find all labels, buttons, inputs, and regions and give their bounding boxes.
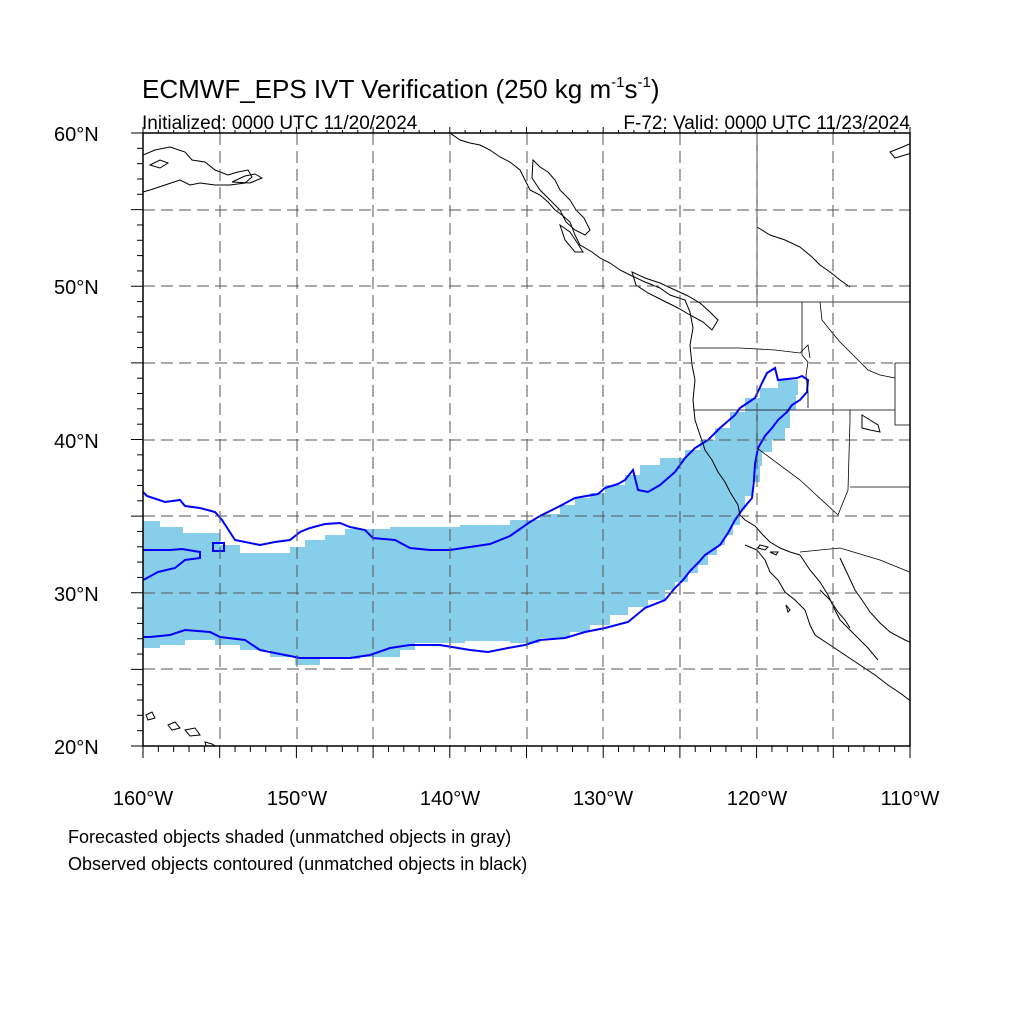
lat-label-60n: 60°N [54, 124, 99, 146]
initialized-time: Initialized: 0000 UTC 11/20/2024 [142, 113, 418, 134]
axis-ticks [131, 127, 911, 758]
latitude-labels: 60°N 50°N 40°N 30°N 20°N [54, 124, 99, 759]
forecast-note: Forecasted objects shaded (unmatched obj… [68, 827, 511, 847]
valid-time: F-72: Valid: 0000 UTC 11/23/2024 [623, 113, 910, 134]
observed-contour-islet [212, 542, 225, 552]
lat-label-30n: 30°N [54, 584, 99, 606]
forecast-ivt-object [143, 380, 798, 665]
lat-label-20n: 20°N [54, 737, 99, 759]
lon-label-150w: 150°W [267, 788, 327, 810]
lon-label-110w: 110°W [881, 788, 940, 810]
lon-label-160w: 160°W [113, 788, 173, 810]
map-title: ECMWF_EPS IVT Verification (250 kg m-1s-… [142, 74, 659, 104]
longitude-labels: 160°W 150°W 140°W 130°W 120°W 110°W [113, 788, 940, 810]
lat-label-50n: 50°N [54, 277, 99, 299]
lon-label-130w: 130°W [573, 788, 633, 810]
coastlines [143, 133, 910, 746]
political-borders [690, 133, 910, 573]
observed-note: Observed objects contoured (unmatched ob… [68, 854, 527, 874]
lon-label-120w: 120°W [727, 788, 787, 810]
observed-ivt-contour [143, 366, 810, 659]
observed-contour-inner [143, 547, 201, 581]
lon-label-140w: 140°W [420, 788, 480, 810]
gridlines [143, 133, 910, 746]
lat-label-40n: 40°N [54, 431, 99, 453]
